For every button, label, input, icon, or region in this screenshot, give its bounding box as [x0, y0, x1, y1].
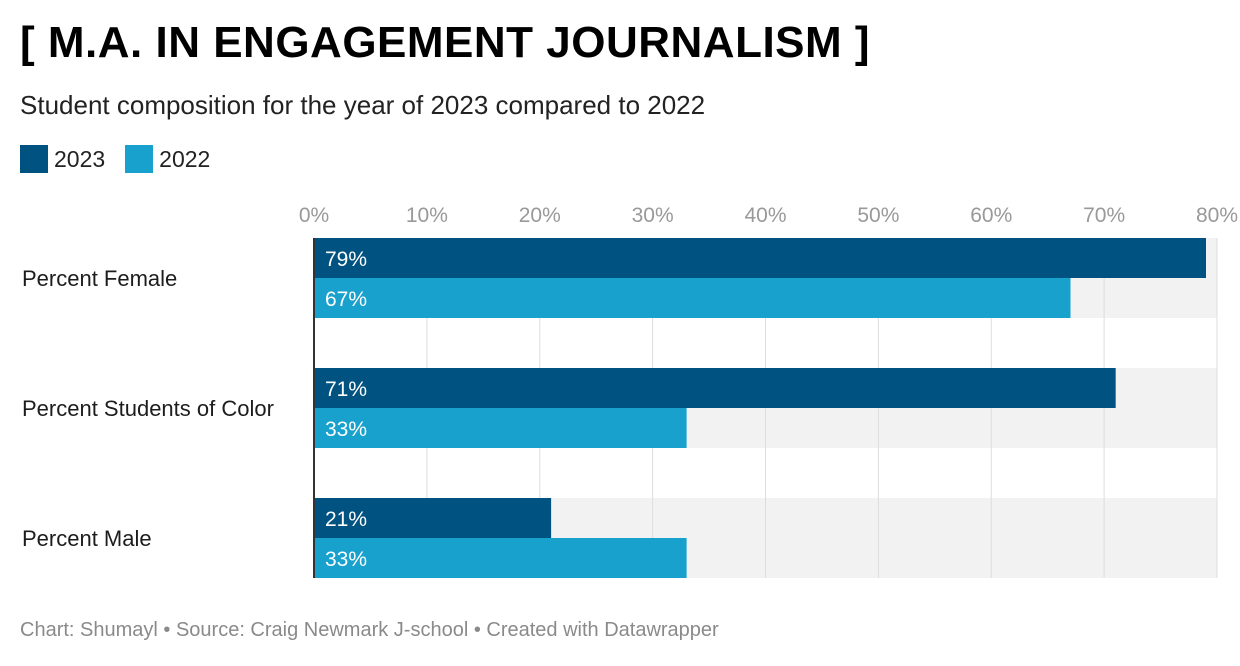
chart-subtitle: Student composition for the year of 2023…	[20, 90, 706, 120]
category-label: Percent Male	[22, 526, 152, 551]
legend-label-2023: 2023	[54, 145, 106, 172]
bar-value-label: 33%	[325, 548, 367, 571]
x-tick-label: 60%	[970, 204, 1012, 227]
legend-label-2022: 2022	[159, 145, 211, 172]
bar-value-label: 21%	[325, 508, 367, 531]
bar-2022	[314, 408, 687, 448]
x-tick-label: 40%	[744, 204, 786, 227]
bar-2022	[314, 278, 1071, 318]
x-tick-label: 20%	[519, 204, 561, 227]
legend: 2023 2022	[20, 145, 230, 173]
bar-value-label: 67%	[325, 288, 367, 311]
bar-2023	[314, 368, 1116, 408]
bar-2023	[314, 498, 552, 538]
x-tick-label: 30%	[632, 204, 674, 227]
legend-item-2022: 2022	[125, 145, 210, 173]
x-tick-label: 80%	[1196, 204, 1238, 227]
x-tick-label: 50%	[857, 204, 899, 227]
x-tick-label: 10%	[406, 204, 448, 227]
x-tick-label: 0%	[299, 204, 329, 227]
legend-swatch-2023	[20, 145, 48, 173]
chart-footer: Chart: Shumayl • Source: Craig Newmark J…	[20, 619, 719, 641]
bar-2022	[314, 538, 687, 578]
bar-value-label: 71%	[325, 378, 367, 401]
chart-title: [ M.A. IN ENGAGEMENT JOURNALISM ]	[20, 18, 871, 67]
bar-2023	[314, 238, 1206, 278]
bar-value-label: 79%	[325, 248, 367, 271]
category-label: Percent Students of Color	[22, 396, 274, 421]
category-label: Percent Female	[22, 266, 177, 291]
x-tick-label: 70%	[1083, 204, 1125, 227]
legend-swatch-2022	[125, 145, 154, 173]
legend-item-2023: 2023	[20, 145, 105, 173]
bar-chart: 0% 10% 20% 30% 40% 50% 60% 70% 80% Percent Female…	[22, 204, 1238, 578]
bar-value-label: 33%	[325, 418, 367, 441]
